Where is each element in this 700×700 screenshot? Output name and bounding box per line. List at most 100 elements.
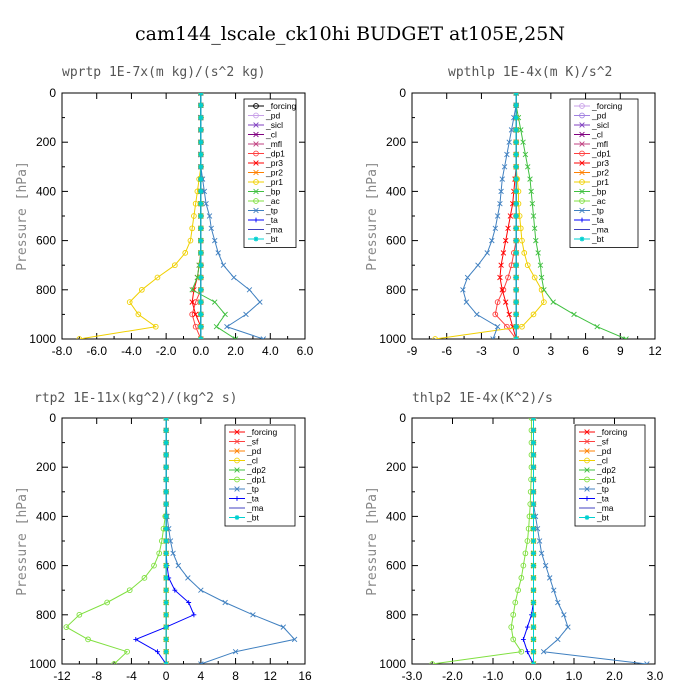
data-point-bt bbox=[531, 489, 536, 495]
data-point-tp bbox=[501, 164, 508, 170]
data-point-tp bbox=[555, 599, 561, 606]
y-tick-label: 400 bbox=[36, 509, 56, 523]
legend-marker-dp1 bbox=[579, 150, 585, 157]
data-point-bt bbox=[198, 275, 204, 280]
legend-label-tp: _tp bbox=[265, 206, 278, 216]
data-point-tp bbox=[494, 323, 501, 330]
data-point-ta bbox=[133, 637, 139, 642]
data-point-tp bbox=[260, 336, 267, 339]
legend-label-bt: _bt bbox=[265, 234, 278, 244]
data-point-tp bbox=[534, 525, 541, 532]
legend-marker-pr1 bbox=[253, 179, 259, 185]
data-point-bt bbox=[198, 287, 204, 293]
data-point-ta bbox=[191, 612, 197, 618]
data-point-tp bbox=[506, 139, 512, 145]
data-point-tp bbox=[243, 311, 249, 318]
data-point-bt bbox=[198, 201, 204, 207]
legend-label-forcing: _forcing bbox=[265, 101, 297, 111]
data-point-tp bbox=[220, 262, 227, 268]
data-point-bt bbox=[198, 336, 204, 339]
data-point-dp1 bbox=[76, 611, 83, 618]
legend-marker-tp bbox=[579, 207, 585, 214]
legend-label-forcing: _forcing bbox=[596, 427, 628, 437]
data-point-tp bbox=[232, 648, 239, 655]
data-point-pr3 bbox=[189, 299, 195, 305]
data-point-bp bbox=[533, 237, 539, 244]
data-point-dp1 bbox=[518, 648, 525, 655]
data-point-bt bbox=[163, 538, 169, 544]
data-point-bt bbox=[198, 324, 204, 330]
data-point-dp1 bbox=[126, 587, 133, 594]
y-tick-label: 800 bbox=[386, 608, 406, 622]
legend-label-ma: _ma bbox=[265, 225, 283, 235]
data-point-tp bbox=[198, 587, 204, 593]
data-point-dp1 bbox=[518, 575, 525, 581]
data-point-pr3 bbox=[507, 213, 514, 219]
data-point-dp1 bbox=[515, 587, 521, 594]
x-tick-label: -4.0 bbox=[121, 344, 142, 358]
y-axis-label: Pressure [hPa] bbox=[365, 161, 380, 271]
legend-label-pr3: _pr3 bbox=[265, 158, 283, 168]
data-point-dp1 bbox=[189, 311, 196, 318]
data-point-pr3 bbox=[497, 274, 503, 281]
data-point-ta bbox=[525, 624, 530, 630]
x-tick-label: -9 bbox=[407, 344, 418, 358]
data-point-bt bbox=[198, 139, 204, 145]
legend-label-tp: _tp bbox=[591, 206, 604, 216]
data-point-bp bbox=[623, 336, 629, 339]
data-point-ta bbox=[155, 649, 160, 655]
data-point-bt bbox=[531, 477, 536, 482]
data-point-bt bbox=[163, 575, 169, 581]
data-point-bp bbox=[529, 200, 536, 207]
legend-marker-mfl bbox=[579, 141, 585, 147]
data-point-bt bbox=[163, 440, 169, 445]
y-tick-label: 600 bbox=[36, 234, 56, 248]
legend-marker-forcing bbox=[253, 103, 259, 109]
data-point-pr1 bbox=[135, 311, 142, 318]
data-point-pr3 bbox=[505, 225, 511, 232]
data-point-bt bbox=[531, 637, 536, 642]
y-tick-label: 0 bbox=[399, 411, 406, 425]
legend-label-bt: _bt bbox=[591, 234, 604, 244]
data-point-bt bbox=[513, 176, 519, 182]
chart-panel-4: thlp2 1E-4x(K^2)/s Pressure [hPa] -3.0 -2.0… bbox=[365, 391, 664, 683]
data-point-bt bbox=[513, 336, 519, 339]
series-group bbox=[432, 93, 629, 339]
data-point-bt bbox=[163, 427, 169, 433]
legend-marker-ta bbox=[234, 496, 240, 501]
legend-marker-ta bbox=[253, 217, 259, 223]
data-point-bt bbox=[513, 299, 519, 305]
data-point-bp bbox=[527, 176, 533, 182]
panel-title: wprtp 1E-7x(m kg)/(s^2 kg) bbox=[62, 65, 266, 80]
data-point-tp bbox=[497, 200, 503, 207]
legend-marker-pd bbox=[579, 112, 585, 119]
data-point-bp bbox=[524, 164, 531, 170]
legend-marker-forcing bbox=[234, 429, 240, 435]
data-point-tp bbox=[492, 225, 499, 232]
legend-marker-dp1 bbox=[253, 150, 259, 157]
legend-label-ac: _ac bbox=[591, 196, 606, 206]
legend-label-sf: _sf bbox=[246, 437, 259, 447]
legend: _forcing_sf_pd_cl_dp2_dp1_tp_ta_ma_bt bbox=[574, 424, 646, 527]
y-tick-label: 800 bbox=[36, 608, 56, 622]
data-point-dp1 bbox=[520, 562, 527, 569]
x-tick-label: -12 bbox=[53, 669, 71, 683]
data-point-pr3 bbox=[506, 311, 512, 318]
series-group bbox=[429, 418, 650, 664]
data-point-tp bbox=[167, 538, 174, 544]
x-tick-label: 6.0 bbox=[297, 344, 314, 358]
data-point-pr1 bbox=[152, 323, 159, 330]
data-point-dp1 bbox=[505, 274, 511, 281]
data-point-bt bbox=[198, 213, 204, 219]
legend-label-cl: _cl bbox=[596, 456, 608, 466]
data-point-ta bbox=[172, 587, 178, 593]
data-point-tp bbox=[538, 550, 545, 557]
legend-label-dp1: _dp1 bbox=[591, 149, 611, 159]
legend-label-cl: _cl bbox=[591, 130, 603, 140]
legend-label-sicl: _sicl bbox=[591, 120, 609, 130]
legend-marker-sicl bbox=[579, 122, 585, 128]
data-point-bt bbox=[513, 324, 519, 330]
legend-marker-forcing bbox=[579, 103, 585, 109]
data-point-bt bbox=[163, 452, 169, 458]
